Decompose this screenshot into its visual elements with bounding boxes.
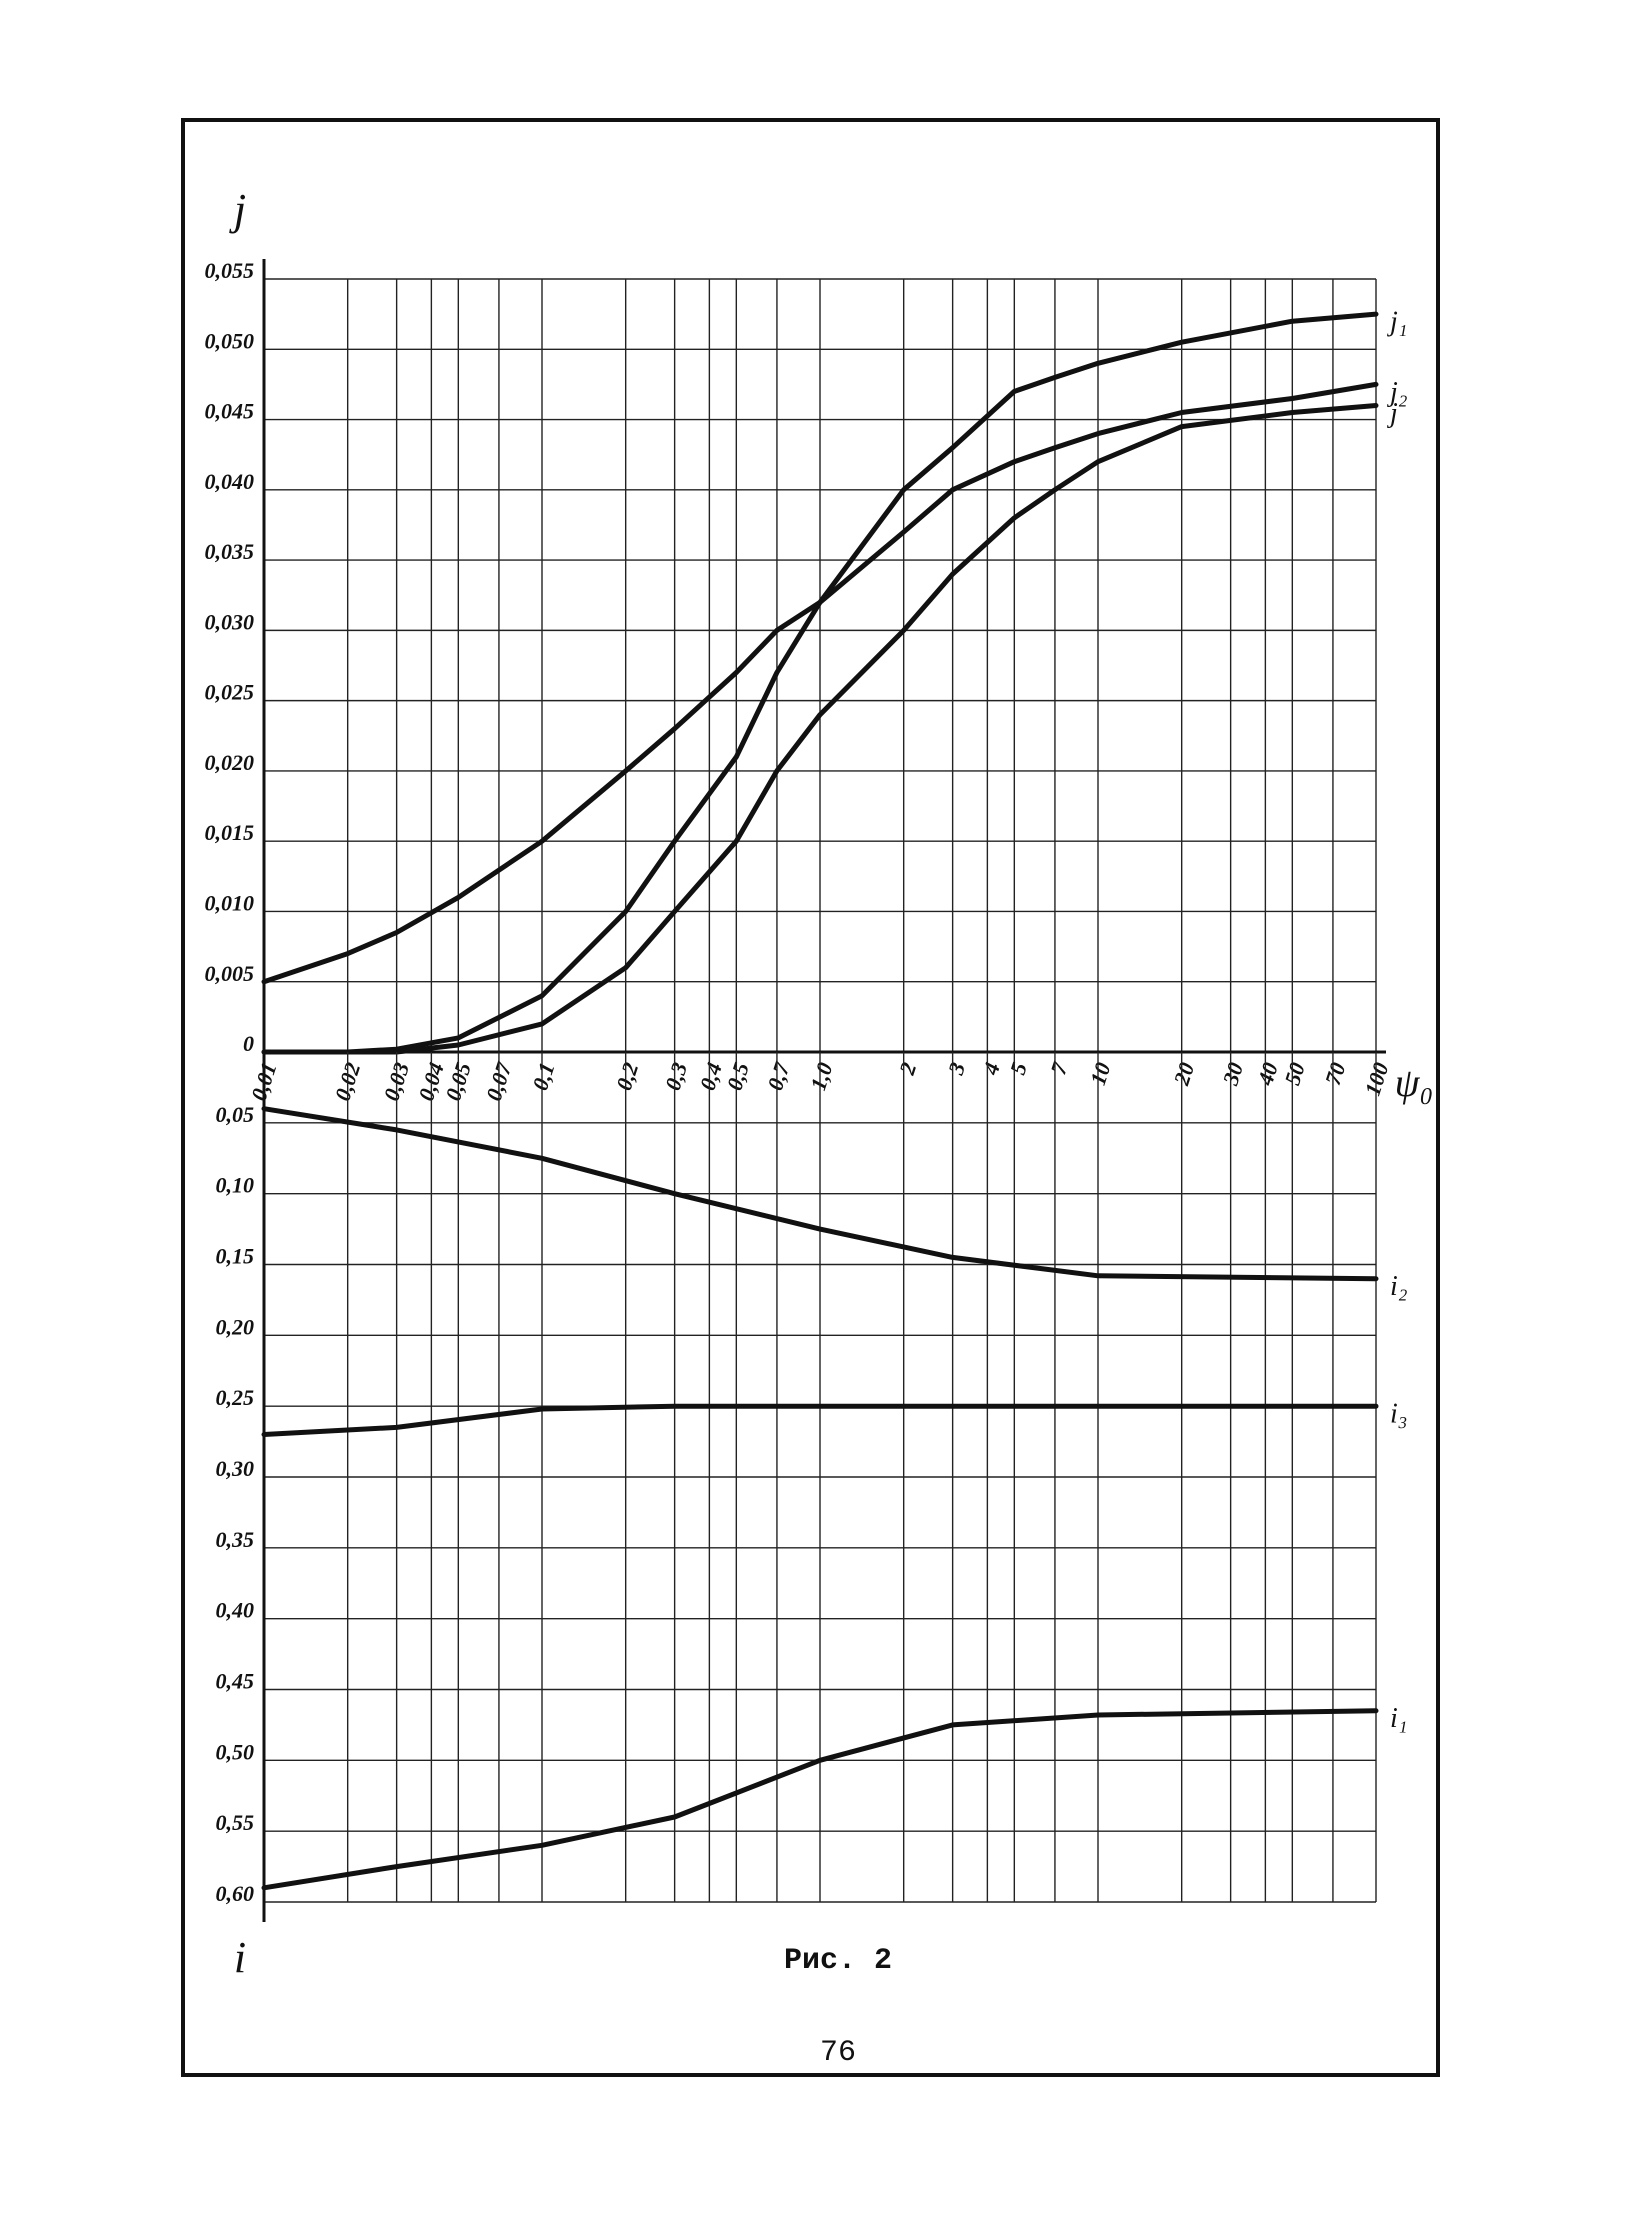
y-tick-label: 0,05 (216, 1102, 255, 1127)
x-tick-label: 2 (894, 1059, 921, 1078)
data-line (261, 311, 1379, 1055)
x-tick-label: 40 (1252, 1059, 1283, 1089)
x-tick-label: 4 (977, 1059, 1004, 1078)
y-tick-label: 0,20 (216, 1314, 255, 1339)
x-tick-label: 0,3 (660, 1059, 692, 1093)
page-number: 76 (820, 2036, 856, 2070)
y-tick-label: 0,40 (216, 1598, 255, 1623)
y-tick-label: 0,25 (216, 1385, 255, 1410)
x-tick-label: 0,1 (527, 1059, 559, 1093)
page-frame (181, 118, 1440, 2077)
y-axis-label: i (234, 1933, 246, 1982)
x-tick-label: 30 (1217, 1059, 1248, 1089)
x-tick-label: 0,2 (611, 1059, 643, 1093)
series-label: i₃ (1390, 1399, 1408, 1430)
y-tick-label: 0,15 (216, 1244, 255, 1269)
y-tick-label: 0,50 (216, 1739, 255, 1764)
y-tick-label: 0,35 (216, 1527, 255, 1552)
x-tick-label: 50 (1279, 1059, 1310, 1088)
y-axis-label: j (229, 185, 246, 234)
y-tick-label: 0,025 (205, 680, 255, 705)
y-tick-label: 0,030 (205, 609, 255, 634)
x-tick-label: 70 (1320, 1059, 1351, 1088)
y-tick-label: 0 (243, 1031, 254, 1056)
data-line (261, 381, 1379, 985)
series-label: j (1387, 398, 1398, 429)
y-tick-label: 0,050 (205, 328, 255, 353)
x-tick-label: 7 (1045, 1058, 1072, 1077)
x-tick-label: 3 (943, 1059, 970, 1078)
x-axis-label: ψ₀ (1395, 1060, 1434, 1105)
y-tick-label: 0,040 (205, 469, 255, 494)
x-tick-label: 20 (1168, 1059, 1199, 1089)
y-tick-label: 0,035 (205, 539, 255, 564)
x-tick-label: 10 (1085, 1059, 1116, 1088)
y-tick-label: 0,015 (205, 820, 255, 845)
figure-caption: Рис. 2 (784, 1944, 892, 1978)
y-tick-label: 0,055 (205, 258, 255, 283)
y-tick-label: 0,045 (205, 399, 255, 424)
data-line (261, 1106, 1379, 1282)
y-tick-label: 0,30 (216, 1456, 255, 1481)
data-line (261, 1403, 1379, 1437)
y-tick-label: 0,020 (205, 750, 255, 775)
x-tick-label: 5 (1005, 1059, 1032, 1077)
y-tick-label: 0,010 (205, 891, 255, 916)
y-tick-label: 0,45 (216, 1669, 255, 1694)
y-tick-label: 0,55 (216, 1810, 255, 1835)
series-label: i₁ (1390, 1703, 1408, 1734)
data-line (261, 1708, 1379, 1891)
x-tick-label: 0,5 (722, 1059, 754, 1093)
x-tick-label: 1,0 (805, 1059, 837, 1093)
y-tick-label: 0,10 (216, 1173, 255, 1198)
y-tick-label: 0,60 (216, 1881, 255, 1906)
x-tick-label: 0,7 (762, 1058, 795, 1093)
series-label: i₂ (1390, 1271, 1408, 1302)
series-label: j₁ (1387, 307, 1408, 338)
y-tick-label: 0,005 (205, 961, 255, 986)
series-label: j₂ (1387, 377, 1408, 408)
x-tick-label: 0,4 (695, 1059, 727, 1093)
data-line (261, 403, 1379, 1055)
